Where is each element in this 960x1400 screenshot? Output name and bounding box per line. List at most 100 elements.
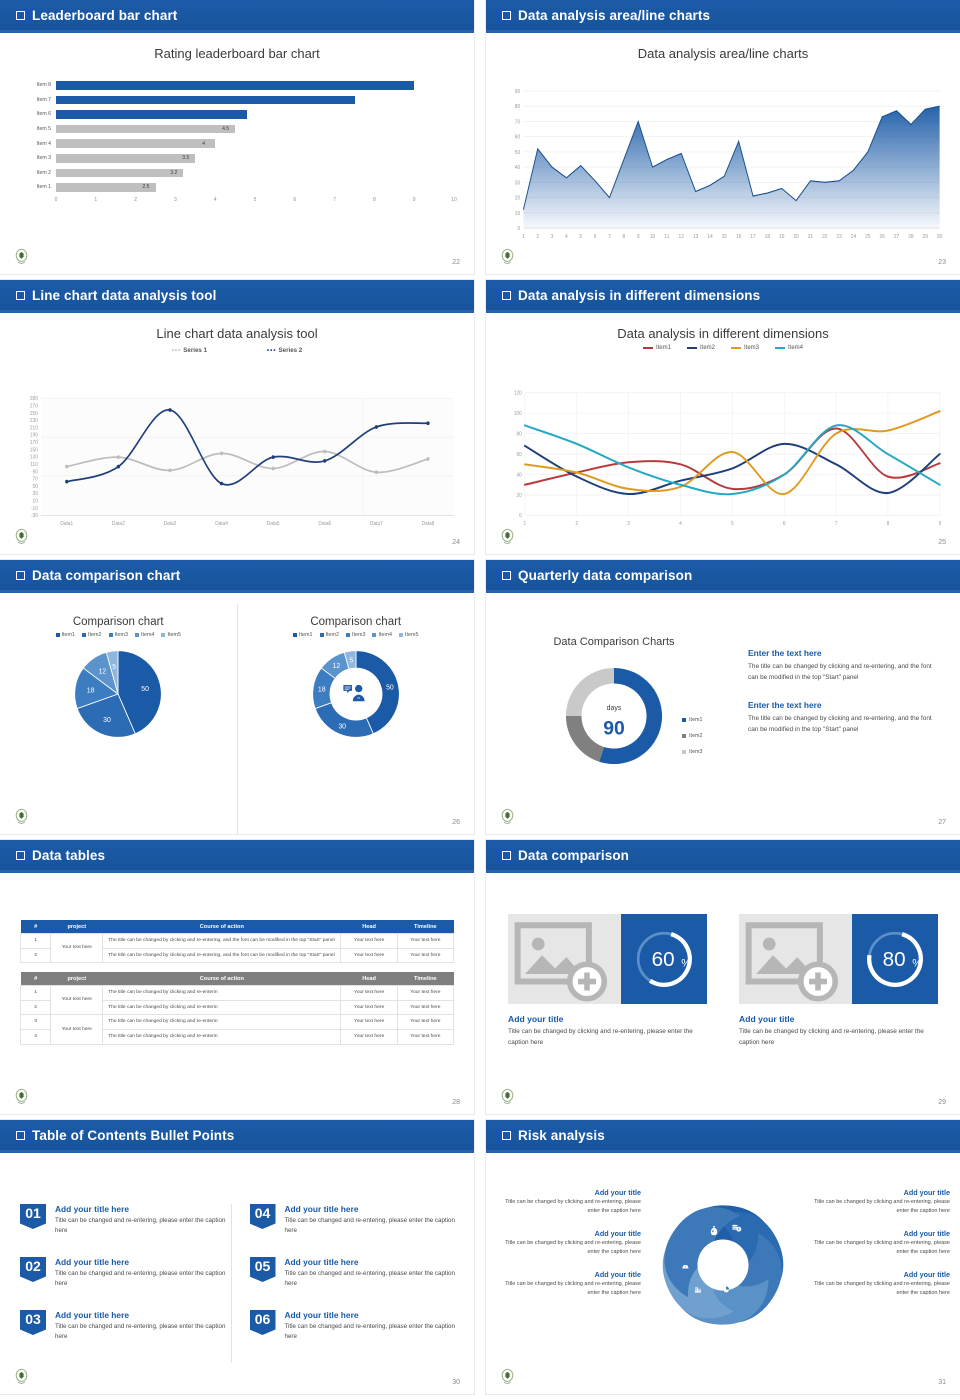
risk-item[interactable]: Add your title Title can be changed by cl…: [805, 1188, 950, 1215]
table-row[interactable]: 3 Your text here The title can be changed …: [19, 1014, 455, 1045]
legend-item-item3[interactable]: Item3: [108, 632, 128, 638]
toc-body: Title can be changed and re-entering, pl…: [55, 1270, 226, 1287]
table-row[interactable]: 2 The title can be changed by clicking an…: [19, 947, 455, 964]
legend-item-item3[interactable]: Item3: [682, 744, 702, 760]
y-axis-tick: 30: [515, 180, 520, 186]
bar-value: 3.5: [182, 155, 190, 162]
comparison-card[interactable]: 60 % Add your title Title can be changed…: [508, 914, 707, 1048]
table-row[interactable]: 4 The title can be changed by clicking an…: [19, 1028, 455, 1045]
bar-fill[interactable]: [56, 153, 196, 163]
slide-header-title: Data comparison chart: [32, 567, 181, 583]
table-row[interactable]: 1 Your text here The title can be changed …: [19, 985, 455, 1016]
slide-data-tables[interactable]: Data tables # project Course of action Head…: [0, 840, 474, 1114]
toc-item[interactable]: 02 Add your title here Title can be change…: [20, 1257, 231, 1289]
data-point: [116, 455, 121, 460]
bar-row: Item 3 3.5: [20, 151, 454, 166]
company-logo-icon: [15, 1368, 28, 1384]
slide-different-dimensions[interactable]: Data analysis in different dimensions Da…: [486, 280, 960, 554]
bar-fill[interactable]: [56, 139, 216, 148]
bar-track: [56, 107, 454, 122]
legend-item-item1[interactable]: Item1: [55, 632, 75, 638]
slide-quarterly-data-comparison[interactable]: Quarterly data comparison Data Compariso…: [486, 560, 960, 834]
risk-heading: Add your title: [594, 1229, 641, 1239]
slide-body: Line chart data analysis tool ••• Series …: [0, 310, 474, 554]
risk-item[interactable]: Add your title Title can be changed by cl…: [496, 1188, 641, 1215]
bar-fill[interactable]: [56, 183, 156, 192]
bar-fill[interactable]: [56, 110, 248, 119]
table-header-cell: #: [20, 972, 51, 986]
data-table-primary[interactable]: # project Course of action Head Timeline 1 Yo…: [19, 920, 455, 964]
bar-label: Item 5: [36, 126, 51, 133]
toc-item[interactable]: 06 Add your title here Title can be change…: [249, 1310, 461, 1342]
y-axis-tick: 150: [30, 447, 38, 453]
table-row[interactable]: 1 Your text here The title can be changed …: [19, 932, 455, 964]
comparison-card[interactable]: 80 % Add your title Title can be changed…: [739, 914, 938, 1048]
legend-item-item4[interactable]: Item4: [134, 632, 154, 638]
y-axis-tick: 80: [515, 104, 520, 110]
slide-line-chart-tool[interactable]: Line chart data analysis tool Line chart…: [0, 280, 474, 554]
slide-table-of-contents[interactable]: Table of Contents Bullet Points 01 Add yo…: [0, 1120, 474, 1394]
toc-heading: Add your title here: [55, 1310, 129, 1320]
toc-item[interactable]: 01 Add your title here Title can be change…: [20, 1204, 231, 1236]
bar-row: Item 1 2.5: [20, 180, 454, 195]
toc-text: Add your title here Title can be changed …: [285, 1257, 461, 1289]
table-header-cell: Head: [340, 920, 398, 934]
slide-area-line-charts[interactable]: Data analysis area/line charts Data anal…: [486, 0, 960, 274]
slide-header-title: Leaderboard bar chart: [32, 7, 178, 23]
chart-title: Rating leaderboard bar chart: [154, 46, 320, 61]
bar-fill[interactable]: [56, 95, 355, 105]
legend-item-item3[interactable]: Item3: [731, 345, 759, 351]
legend-item-item4[interactable]: Item4: [372, 632, 392, 638]
bar-track: 3.2: [56, 166, 454, 181]
risk-body: Title can be changed by clicking and re-…: [814, 1199, 950, 1214]
slide-data-comparison-percent[interactable]: Data comparison: [486, 840, 960, 1114]
image-placeholder[interactable]: [739, 914, 852, 1004]
legend-item-item2[interactable]: Item2: [686, 345, 715, 351]
legend-item-item1[interactable]: Item1: [642, 345, 671, 351]
data-table-secondary[interactable]: # project Course of action Head Timeline 1 Yo…: [19, 972, 455, 1045]
legend-label: Series 2: [278, 347, 303, 354]
risk-item[interactable]: Add your title Title can be changed by cl…: [805, 1229, 950, 1256]
legend-item-item5[interactable]: Item5: [161, 632, 181, 638]
bar-fill[interactable]: [56, 168, 184, 178]
legend-item-item1[interactable]: Item1: [682, 712, 702, 728]
page-number: 28: [452, 1099, 460, 1106]
table-header-row: # project Course of action Head Timeline: [20, 920, 454, 934]
risk-heading: Add your title: [594, 1270, 641, 1280]
data-point: [374, 470, 379, 475]
pie-chart-panel: Comparison chart Item1 Item2 Item3 Item4 Ite…: [0, 604, 237, 834]
company-logo-icon: [15, 248, 28, 264]
legend-item-item3[interactable]: Item3: [346, 632, 365, 638]
legend-item-series1[interactable]: ••• Series 1: [171, 347, 207, 354]
x-axis-tick: 28: [908, 234, 913, 240]
table-cell: 3: [19, 1014, 52, 1030]
bar-track: 4: [56, 136, 454, 151]
table-cell: Your text here: [340, 999, 398, 1016]
x-axis-tick: Data7: [370, 521, 383, 527]
slide-risk-analysis[interactable]: Risk analysis Add your title Title can be…: [486, 1120, 960, 1394]
legend-item-item5[interactable]: Item5: [398, 632, 418, 638]
x-axis-tick: 6: [783, 521, 786, 527]
legend-item-item2[interactable]: Item2: [82, 632, 102, 638]
toc-item[interactable]: 04 Add your title here Title can be change…: [249, 1204, 461, 1236]
risk-item[interactable]: Add your title Title can be changed by cl…: [496, 1270, 641, 1297]
toc-item[interactable]: 05 Add your title here Title can be change…: [249, 1257, 461, 1289]
chart-title: Line chart data analysis tool: [156, 326, 318, 341]
table-cell: 2: [19, 947, 52, 964]
risk-item[interactable]: Add your title Title can be changed by cl…: [805, 1270, 950, 1297]
slide-leaderboard-bar-chart[interactable]: Leaderboard bar chart Rating leaderboard…: [0, 0, 474, 274]
legend-item-series2[interactable]: ••• Series 2: [267, 347, 303, 354]
risk-item[interactable]: Add your title Title can be changed by cl…: [496, 1229, 641, 1256]
y-axis-tick: 230: [30, 418, 38, 424]
legend-item-item2[interactable]: Item2: [319, 632, 339, 638]
slide-data-comparison-chart[interactable]: Data comparison chart Comparison chart I…: [0, 560, 474, 834]
bar-row: Item 5 4.5: [20, 122, 454, 137]
bar-fill[interactable]: [56, 124, 236, 134]
toc-item[interactable]: 03 Add your title here Title can be change…: [20, 1310, 231, 1342]
legend-item-item4[interactable]: Item4: [775, 345, 803, 351]
legend-item-item2[interactable]: Item2: [682, 728, 702, 744]
bar-fill[interactable]: [56, 81, 415, 90]
legend-item-item1[interactable]: Item1: [293, 632, 313, 638]
image-placeholder[interactable]: [508, 914, 621, 1004]
risk-body: Title can be changed by clicking and re-…: [505, 1281, 641, 1296]
